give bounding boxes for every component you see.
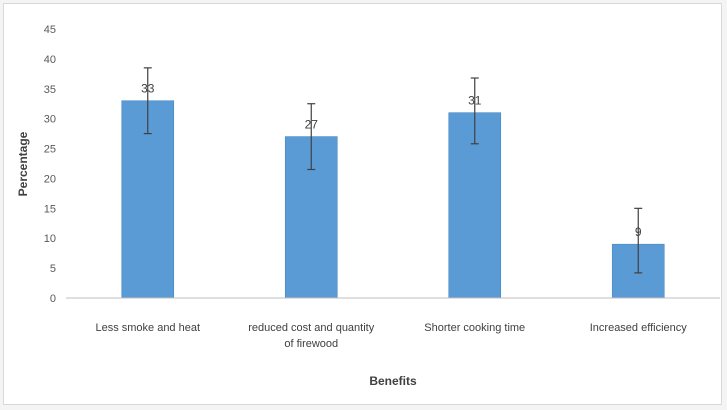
- x-category-label: reduced cost and quantity of firewood: [248, 322, 374, 350]
- error-bars: [143, 67, 643, 274]
- y-tick-label: 0: [50, 293, 56, 305]
- y-tick-label: 35: [44, 84, 56, 96]
- bars: [121, 100, 665, 299]
- x-axis-categories: Less smoke and heat reduced cost and quan…: [95, 322, 687, 350]
- y-axis-ticks: 0 5 10 15 20 25 30 35 40 45: [44, 24, 56, 305]
- error-bar: [634, 207, 643, 274]
- y-tick-label: 40: [44, 54, 56, 66]
- x-category-label: Less smoke and heat: [95, 322, 200, 334]
- data-label: 31: [468, 94, 482, 108]
- y-tick-label: 15: [44, 203, 56, 215]
- data-label: 9: [635, 225, 642, 239]
- error-bar: [470, 77, 479, 145]
- chart-frame: Percentage Benefits 0 5 10 15 20 25 30 35 40 45 3…: [3, 3, 722, 405]
- error-bar: [307, 103, 316, 171]
- data-label: 27: [305, 118, 319, 132]
- error-bar: [143, 67, 152, 135]
- y-tick-label: 5: [50, 263, 56, 275]
- y-tick-label: 45: [44, 24, 56, 36]
- y-axis-label: Percentage: [16, 131, 30, 196]
- bar-chart: Percentage Benefits 0 5 10 15 20 25 30 35 40 45 3…: [16, 24, 720, 388]
- data-label: 33: [141, 82, 155, 96]
- y-tick-label: 25: [44, 144, 56, 156]
- y-tick-label: 10: [44, 233, 56, 245]
- x-category-label: Increased efficiency: [590, 322, 688, 334]
- x-axis-label: Benefits: [369, 374, 417, 388]
- y-tick-label: 30: [44, 114, 56, 126]
- data-labels: 33 27 31 9: [141, 82, 642, 239]
- y-tick-label: 20: [44, 173, 56, 185]
- x-category-label: Shorter cooking time: [424, 322, 525, 334]
